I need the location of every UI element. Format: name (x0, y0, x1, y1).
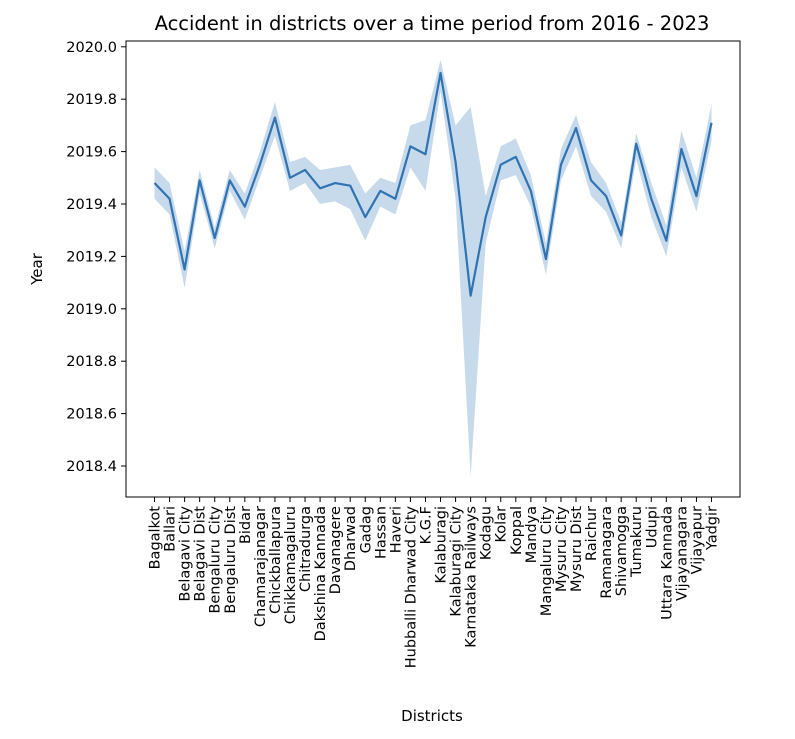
x-tick-label: Vijayanagara (674, 506, 690, 601)
x-tick-label: Bengaluru Dist (223, 506, 239, 614)
confidence-band (154, 59, 712, 477)
x-tick-label: Kolar (494, 506, 510, 543)
x-tick-label: K.G.F (418, 506, 434, 544)
x-tick-label: Gadag (358, 506, 374, 553)
x-tick-label: Hubballi Dharwad City (403, 506, 419, 669)
line-layer (153, 71, 713, 297)
series-line (153, 71, 713, 297)
y-tick-label: 2019.4 (66, 197, 117, 213)
x-tick-label: Vijayapur (689, 506, 705, 574)
x-tick-label: Davanagere (328, 506, 344, 594)
x-tick-label: Belagavi Dist (193, 506, 209, 602)
x-tick-label: Mysuru Dist (569, 506, 585, 592)
x-tick-label: Yadgir (705, 506, 721, 551)
x-tick-label: Mangaluru City (539, 506, 555, 616)
y-axis-label: Year (28, 252, 46, 286)
x-tick-label: Ramanagara (599, 506, 615, 599)
y-tick-label: 2019.6 (66, 145, 117, 161)
x-tick-label: Tumakuru (629, 506, 645, 578)
x-tick-label: Hassan (373, 506, 389, 559)
x-tick-label: Kalaburagi City (449, 506, 465, 617)
x-tick-label: Chikkamagaluru (283, 506, 299, 624)
x-tick-label: Koppal (509, 506, 525, 555)
x-tick-label: Bagalkot (148, 506, 164, 570)
x-tick-label: Dakshina Kannada (313, 506, 329, 641)
x-tick-label: Bengaluru City (208, 506, 224, 614)
x-tick-label: Chickballapura (268, 506, 284, 614)
x-tick-label: Bidar (238, 506, 254, 544)
x-tick-label: Udupi (644, 506, 660, 548)
x-tick-label: Karnataka Railways (464, 506, 480, 648)
x-tick-label: Shivamogga (614, 506, 630, 596)
y-tick-label: 2018.6 (66, 407, 117, 423)
y-axis: 2018.4 2018.6 2018.8 2019.0 2019.2 2019.4 2019… (66, 40, 126, 475)
x-tick-label: Chamarajanagar (253, 506, 269, 627)
y-tick-label: 2019.8 (66, 92, 117, 108)
confidence-band-layer (154, 59, 712, 477)
plot-area (125, 40, 741, 498)
x-tick-label: Kalaburagi (434, 506, 450, 584)
x-tick-label: Ballari (163, 506, 179, 552)
x-tick-label: Mandya (524, 506, 540, 563)
x-axis: Bagalkot Ballari Belagavi City Belagavi Dis… (148, 497, 721, 668)
y-tick-label: 2019.0 (66, 302, 117, 318)
y-tick-label: 2018.4 (66, 459, 117, 475)
x-tick-label: Belagavi City (178, 506, 194, 602)
x-tick-label: Mysuru City (554, 506, 570, 592)
y-tick-label: 2020.0 (66, 40, 117, 56)
y-tick-label: 2019.2 (66, 249, 117, 265)
x-tick-label: Chitradurga (298, 506, 314, 592)
x-tick-label: Uttara Kannada (659, 506, 675, 620)
y-tick-label: 2018.8 (66, 354, 117, 370)
chart-title: Accident in districts over a time period… (155, 12, 710, 35)
x-tick-label: Dharwad (343, 506, 359, 571)
x-tick-label: Raichur (584, 506, 600, 561)
x-axis-label: Districts (401, 707, 463, 725)
x-tick-label: Kodagu (479, 506, 495, 560)
x-tick-label: Haveri (388, 506, 404, 553)
